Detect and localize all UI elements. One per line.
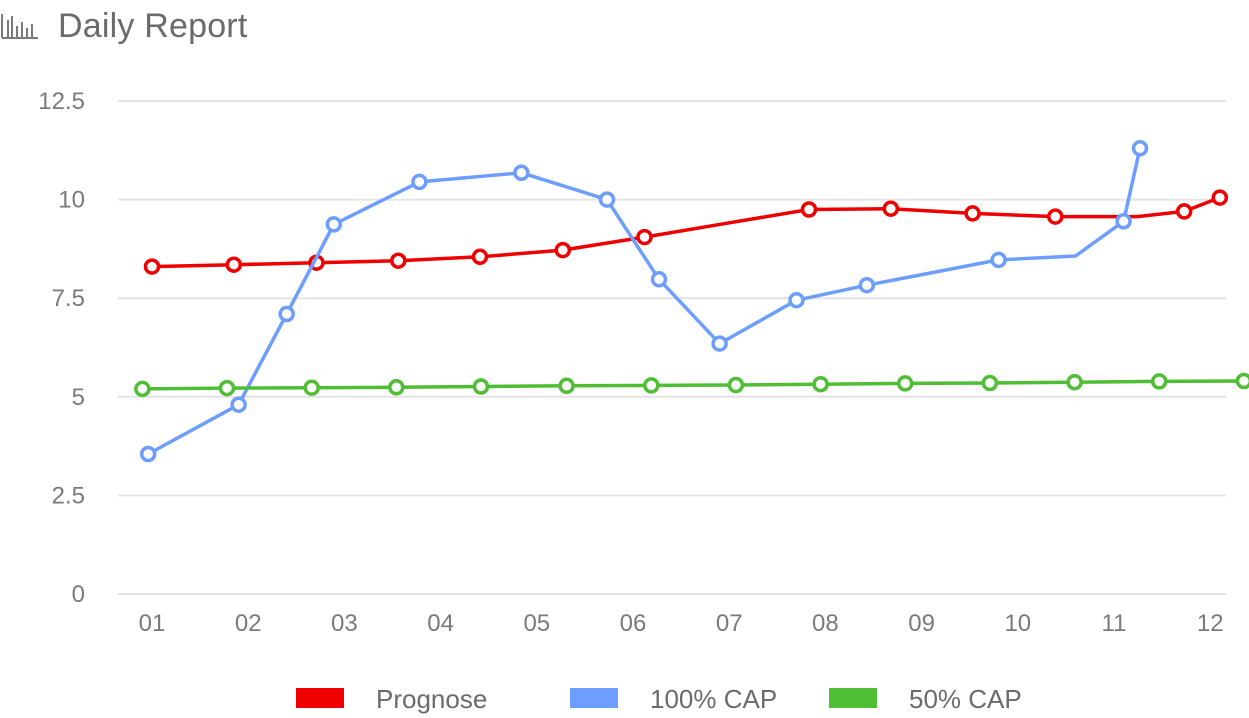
data-point[interactable] [411,173,428,191]
series-50-cap [134,372,1249,398]
data-point[interactable] [1047,208,1064,225]
legend-label: 50% CAP [909,684,1022,714]
data-point[interactable] [134,380,151,398]
chart-header: Daily Report [0,0,247,52]
legend-item[interactable]: 100% CAP [570,684,777,714]
x-tick-label: 07 [716,610,743,637]
data-point[interactable] [513,164,530,182]
bar-chart-icon [0,6,40,46]
series-line [140,379,1246,391]
data-point[interactable] [230,396,247,413]
data-point[interactable] [882,200,900,217]
data-point[interactable] [471,248,489,266]
x-tick-label: 08 [812,610,839,637]
y-tick-label: 12.5 [38,88,85,115]
data-point[interactable] [964,205,981,222]
data-point[interactable] [1150,373,1168,390]
data-point[interactable] [896,375,914,392]
data-point[interactable] [990,251,1007,269]
data-point[interactable] [390,252,407,269]
data-point[interactable] [139,445,157,463]
legend-label: 100% CAP [650,684,777,714]
data-point[interactable] [143,258,161,275]
series-line [146,146,1142,456]
data-point[interactable] [472,378,490,395]
data-point[interactable] [636,228,653,246]
data-point[interactable] [643,377,660,394]
data-point[interactable] [554,241,572,259]
legend-item[interactable]: Prognose [296,684,487,714]
data-point[interactable] [303,379,320,396]
y-tick-label: 5 [72,384,85,411]
data-point[interactable] [325,216,343,233]
data-point[interactable] [598,191,616,208]
x-tick-label: 04 [427,610,454,637]
legend-label: Prognose [376,684,487,714]
data-point[interactable] [1211,189,1229,206]
data-point[interactable] [558,377,575,395]
data-point[interactable] [788,291,805,309]
x-tick-label: 09 [908,610,935,637]
y-axis: 0 2.5 5 7.5 10 12.5 [38,88,85,608]
chart-grid [118,100,1226,595]
data-point[interactable] [858,276,876,294]
y-tick-label: 7.5 [52,285,85,312]
data-point[interactable] [225,256,243,273]
legend-item[interactable]: 50% CAP [829,684,1022,714]
data-point[interactable] [1066,373,1083,391]
legend-swatch [829,688,877,708]
data-point[interactable] [650,271,668,288]
data-point[interactable] [278,305,295,323]
series-100-cap [139,140,1149,463]
data-point[interactable] [800,201,818,218]
series-prognose [143,189,1229,275]
y-tick-label: 0 [72,581,85,608]
y-tick-label: 2.5 [52,482,85,509]
data-point[interactable] [812,375,829,393]
series-line [150,195,1222,269]
data-point[interactable] [218,379,236,397]
data-point[interactable] [1175,203,1193,220]
data-point[interactable] [727,376,745,394]
chart-legend: Prognose 100% CAP 50% CAP [296,684,1022,714]
x-axis: 01 02 03 04 05 06 07 08 09 10 11 12 [139,610,1224,637]
legend-swatch [570,688,618,708]
data-point[interactable] [1131,140,1149,157]
y-tick-label: 10 [58,187,85,214]
data-point[interactable] [1115,213,1132,230]
x-tick-label: 11 [1102,610,1127,637]
x-tick-label: 05 [523,610,550,637]
x-tick-label: 03 [331,610,358,637]
data-point[interactable] [388,379,405,396]
x-tick-label: 10 [1004,610,1031,637]
data-point[interactable] [1235,372,1249,390]
legend-swatch [296,688,344,708]
data-point[interactable] [711,335,728,352]
x-tick-label: 06 [620,610,647,637]
data-point[interactable] [981,374,999,392]
page-title: Daily Report [58,6,248,45]
x-tick-label: 01 [139,610,166,637]
x-tick-label: 12 [1197,610,1224,637]
x-tick-label: 02 [235,610,262,637]
series-layer [134,140,1249,463]
